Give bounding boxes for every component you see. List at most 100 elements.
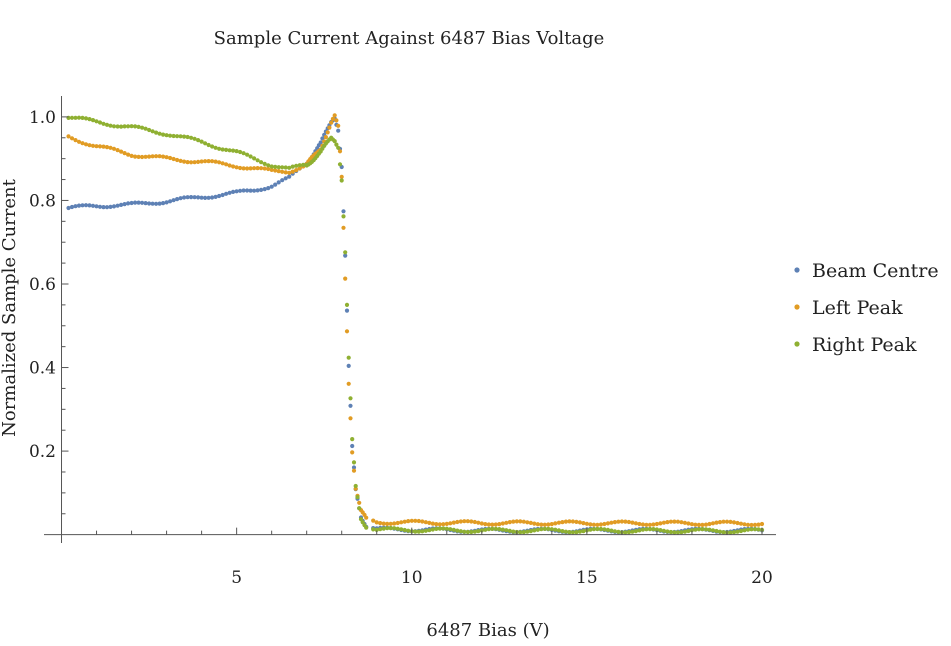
- data-point: [395, 526, 400, 531]
- data-point: [574, 530, 579, 535]
- data-point: [654, 527, 660, 532]
- data-point: [434, 526, 439, 532]
- data-point: [448, 527, 453, 532]
- data-point: [381, 521, 386, 526]
- data-point: [280, 165, 285, 170]
- data-point: [341, 209, 346, 214]
- data-point: [560, 529, 565, 534]
- data-point: [185, 160, 190, 165]
- data-point: [472, 529, 477, 534]
- data-point: [136, 124, 141, 129]
- data-point: [182, 195, 187, 200]
- data-point: [252, 156, 257, 161]
- data-point: [73, 115, 78, 120]
- data-point: [731, 520, 737, 525]
- data-point: [224, 191, 229, 196]
- data-point: [381, 526, 386, 531]
- legend-label: Beam Centre: [812, 260, 939, 282]
- data-point: [337, 149, 343, 154]
- data-point: [756, 527, 761, 532]
- data-point: [651, 527, 656, 532]
- data-point: [238, 188, 243, 193]
- data-point: [700, 522, 705, 528]
- data-point: [143, 154, 148, 159]
- data-point: [344, 329, 350, 334]
- data-point: [752, 522, 758, 528]
- data-point: [245, 166, 250, 171]
- data-point: [651, 522, 656, 527]
- data-point: [231, 164, 236, 169]
- data-point: [231, 148, 236, 153]
- data-point: [735, 520, 740, 526]
- data-point: [374, 520, 379, 525]
- data-point: [224, 162, 229, 167]
- data-point: [476, 529, 481, 534]
- data-point: [742, 528, 747, 533]
- data-point: [327, 125, 332, 130]
- data-point: [416, 518, 421, 524]
- data-point: [83, 203, 89, 208]
- data-point: [185, 134, 190, 140]
- legend-label: Right Peak: [812, 334, 917, 356]
- data-point: [213, 194, 218, 199]
- series-right-peak: [66, 115, 765, 535]
- data-point: [351, 465, 357, 470]
- data-point: [90, 118, 96, 123]
- data-point: [94, 204, 99, 209]
- data-point: [707, 521, 712, 527]
- data-point: [626, 519, 632, 525]
- data-point: [630, 520, 635, 525]
- data-point: [462, 519, 467, 524]
- data-point: [717, 520, 723, 525]
- data-point: [358, 517, 364, 522]
- data-point: [556, 528, 562, 533]
- data-point: [80, 203, 85, 208]
- data-point: [323, 135, 328, 140]
- data-point: [101, 121, 106, 126]
- data-point: [189, 195, 194, 200]
- legend: Beam Centre Left Peak Right Peak: [794, 260, 939, 356]
- data-point: [588, 527, 593, 532]
- data-point: [728, 530, 733, 535]
- x-tick-label: 5: [231, 568, 242, 588]
- data-point: [731, 530, 737, 535]
- data-point: [406, 519, 411, 524]
- axes: 5 10 15 20 0.2 0.4 0.6 0.8 1.0: [29, 96, 776, 588]
- data-point: [493, 526, 498, 531]
- data-point: [90, 143, 96, 148]
- data-point: [227, 163, 232, 168]
- data-point: [220, 161, 225, 166]
- data-point: [276, 169, 281, 174]
- data-point: [234, 149, 239, 154]
- data-point: [351, 468, 357, 473]
- data-point: [119, 202, 124, 207]
- data-point: [157, 201, 162, 206]
- data-point: [644, 522, 649, 527]
- data-point: [136, 200, 141, 205]
- data-point: [399, 527, 404, 532]
- y-tick-label: 0.4: [29, 359, 56, 379]
- data-point: [672, 530, 677, 535]
- data-point: [486, 522, 491, 527]
- data-point: [182, 159, 187, 164]
- data-point: [518, 519, 523, 524]
- data-point: [420, 519, 425, 524]
- data-point: [111, 124, 117, 129]
- data-point: [189, 160, 194, 165]
- data-point: [570, 519, 576, 524]
- data-point: [104, 205, 110, 210]
- data-point: [423, 520, 428, 525]
- data-point: [259, 187, 264, 192]
- data-point: [486, 527, 491, 532]
- data-point: [609, 528, 614, 533]
- data-point: [73, 204, 78, 209]
- data-point: [623, 519, 628, 524]
- data-point: [343, 276, 348, 281]
- data-point: [511, 519, 516, 524]
- data-point: [80, 115, 85, 120]
- data-point: [290, 169, 295, 174]
- data-point: [104, 122, 110, 127]
- data-point: [507, 520, 512, 525]
- data-point: [598, 522, 604, 527]
